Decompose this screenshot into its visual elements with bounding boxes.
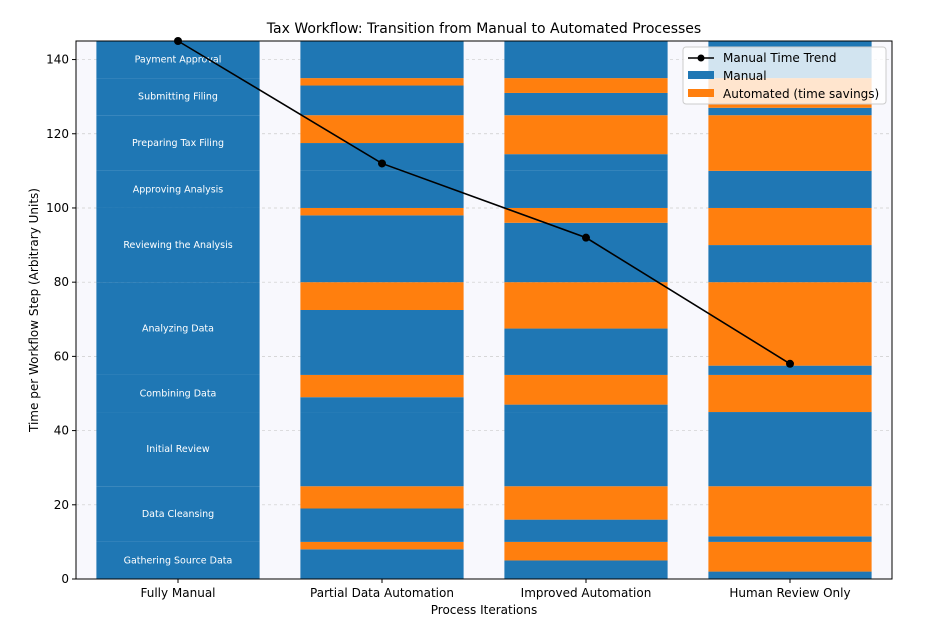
bar-manual (96, 282, 260, 375)
bar-manual (300, 310, 464, 375)
bar-manual (96, 170, 260, 208)
bar-automated (708, 207, 872, 246)
step-label: Gathering Source Data (124, 555, 233, 566)
bar-manual (300, 397, 464, 413)
bar-manual (96, 207, 260, 283)
bar-automated (504, 486, 668, 520)
legend: Manual Time Trend Manual Automated (time… (682, 46, 887, 105)
bar-automated (300, 486, 464, 509)
bar-manual (708, 365, 872, 375)
axes-frame (75, 40, 893, 580)
bar-automated (300, 207, 464, 216)
legend-box (682, 46, 887, 105)
bar-automated (708, 374, 872, 413)
bar-manual (504, 560, 668, 579)
bar-manual (708, 571, 872, 579)
step-label: Initial Review (146, 444, 209, 455)
bar-automated (504, 374, 668, 405)
legend-trend-marker (697, 54, 705, 62)
y-tick-label: 140 (46, 53, 69, 67)
bar-manual (504, 154, 668, 171)
bar-automated (708, 541, 872, 572)
bar-automated (504, 78, 668, 93)
bar-manual (96, 541, 260, 579)
step-label: Analyzing Data (142, 324, 214, 335)
bar-manual (504, 170, 668, 208)
bar-manual (504, 222, 668, 283)
step-label: Preparing Tax Filing (132, 138, 224, 149)
bar-manual (96, 78, 260, 116)
legend-label-manual: Manual (723, 69, 767, 83)
y-tick-label: 40 (54, 424, 69, 438)
bar-automated (504, 207, 668, 223)
bar-automated (504, 282, 668, 329)
y-tick-label: 120 (46, 127, 69, 141)
legend-swatch-manual (688, 71, 714, 79)
bar-manual (300, 85, 464, 116)
bar-manual (300, 170, 464, 208)
bar-manual (300, 412, 464, 487)
bar-automated (300, 282, 464, 310)
x-axis-label: Process Iterations (431, 603, 538, 617)
bar-manual (708, 107, 872, 116)
x-tick-label: Partial Data Automation (310, 586, 454, 600)
trend-point (582, 233, 590, 242)
bar-manual (504, 404, 668, 413)
bar-manual (504, 92, 668, 116)
chart-title: Tax Workflow: Transition from Manual to … (266, 21, 701, 37)
step-label: Reviewing the Analysis (123, 240, 232, 251)
bar-manual (708, 245, 872, 283)
y-tick-label: 80 (54, 275, 69, 289)
y-ticks: 0 20 40 60 80 100 120 140 (46, 53, 76, 586)
bar-manual (504, 328, 668, 375)
bar-manual (300, 549, 464, 579)
bar-manual (300, 41, 464, 79)
bar-manual (300, 215, 464, 283)
bar-manual (708, 536, 872, 542)
x-tick-label: Human Review Only (729, 586, 850, 600)
step-labels: Gathering Source Data Data Cleansing Initi… (123, 55, 232, 567)
y-tick-label: 0 (61, 572, 69, 586)
x-ticks: Fully Manual Partial Data Automation Impro… (140, 579, 851, 600)
y-tick-label: 60 (54, 349, 69, 363)
bar-manual (96, 115, 260, 171)
x-tick-label: Improved Automation (521, 586, 652, 600)
step-label: Submitting Filing (138, 92, 218, 103)
bar-automated (300, 115, 464, 144)
bar-automated (300, 374, 464, 398)
bar-manual (96, 41, 260, 79)
bar-automated (708, 282, 872, 366)
bar-manual (504, 519, 668, 542)
bar-automated (300, 78, 464, 86)
y-tick-label: 100 (46, 201, 69, 215)
x-tick-label: Fully Manual (140, 586, 215, 600)
bar-manual (504, 41, 668, 79)
y-axis-label: Time per Workflow Step (Arbitrary Units) (27, 188, 41, 433)
trend-line-path (177, 40, 791, 365)
bar-automated (504, 115, 668, 155)
legend-swatch-automated (688, 89, 714, 97)
bar-automated (300, 541, 464, 550)
y-tick-label: 20 (54, 498, 69, 512)
bar-manual (504, 412, 668, 487)
trend-point (786, 359, 794, 368)
bar-manual (96, 374, 260, 413)
step-label: Approving Analysis (133, 184, 224, 195)
legend-label-automated: Automated (time savings) (723, 87, 879, 101)
step-label: Data Cleansing (142, 509, 214, 520)
legend-label-trend: Manual Time Trend (723, 51, 836, 65)
bar-automated (504, 541, 668, 561)
step-label: Combining Data (140, 388, 217, 399)
bar-automated (708, 115, 872, 171)
bar-automated (708, 486, 872, 537)
trend-point (378, 159, 386, 168)
bar-manual (96, 412, 260, 487)
step-label: Payment Approval (135, 55, 222, 66)
bar-manual (300, 508, 464, 542)
bar-manual (708, 170, 872, 208)
trend-line (174, 37, 794, 368)
bar-manual (96, 486, 260, 542)
bar-manual (708, 412, 872, 487)
